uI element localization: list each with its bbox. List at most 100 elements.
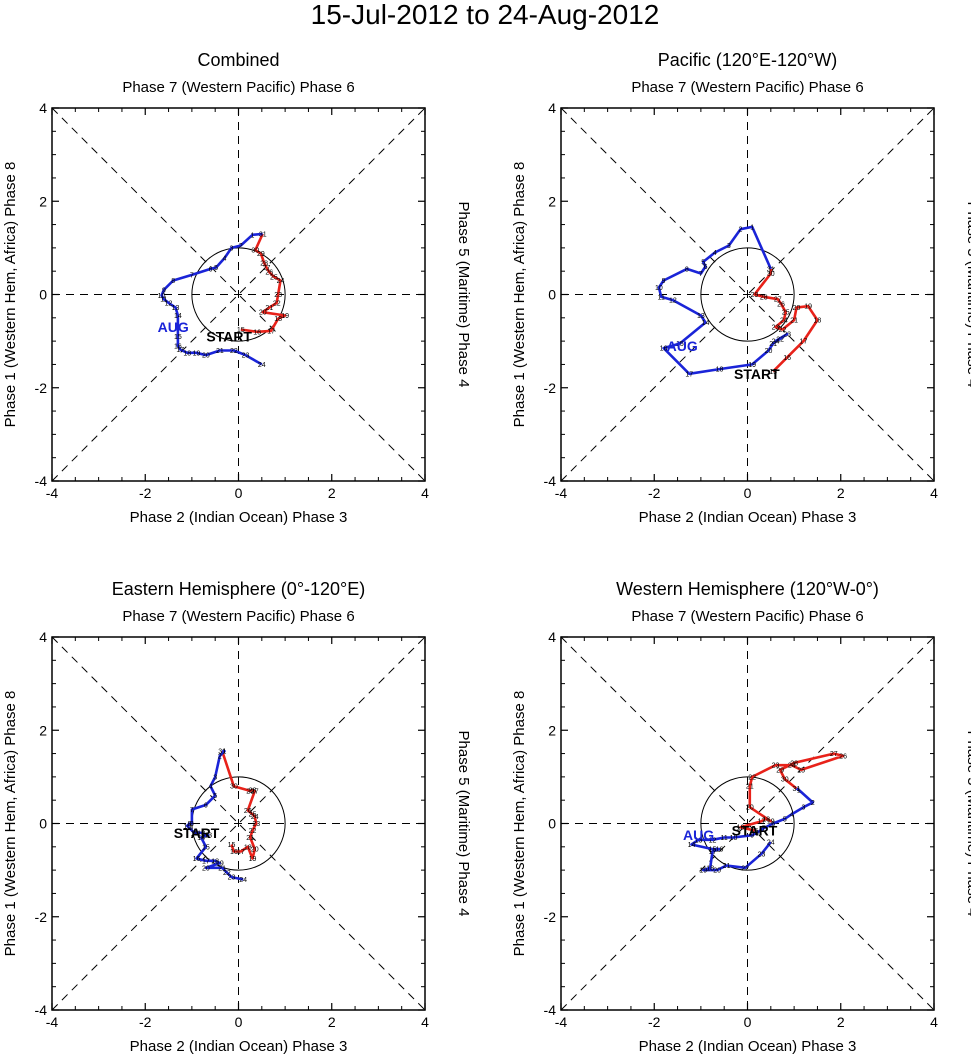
august-day-label: 7 [190,807,194,814]
unit-amplitude-circle [700,247,795,342]
august-day-label: 2 [239,243,243,250]
august-day-label: 3 [230,245,234,252]
x-tick-label: 4 [930,485,938,501]
august-day-label: 7 [190,272,194,279]
july-day-label: 27 [830,751,838,758]
panel-title: Eastern Hemisphere (0°-120°E) [112,579,366,599]
july-day-label: 25 [782,310,790,317]
august-day-label: 16 [193,856,201,863]
august-day-label: 9 [750,833,754,840]
august-day-label: 18 [211,858,219,865]
panel-title: Western Hemisphere (120°W-0°) [616,579,879,599]
august-day-label: 18 [716,367,724,374]
august-day-label: 23 [783,332,791,339]
x-tick-label: 2 [328,485,336,501]
july-day-label: 30 [781,777,789,784]
august-day-label: 19 [748,362,756,369]
july-day-label: 19 [249,856,257,863]
july-day-label: 16 [737,825,745,832]
july-trajectory-line [739,752,845,832]
y-tick-label: 4 [39,100,47,116]
august-day-label: 20 [202,865,210,872]
july-day-label: 31 [793,786,801,793]
y-tick-label: 4 [39,629,47,645]
august-day-label: 15 [676,341,684,348]
figure-title: 15-Jul-2012 to 24-Aug-2012 [311,0,660,30]
july-day-label: 15 [228,842,236,849]
july-day-label: 24 [251,814,259,821]
diagonal-guide [51,636,426,1011]
august-day-label: 20 [713,868,721,875]
july-day-label: 22 [273,300,281,307]
august-day-label: 21 [723,863,731,870]
july-day-label: 24 [788,763,796,770]
august-day-label: 3 [801,805,805,812]
y-tick-label: -4 [544,473,557,489]
august-day-label: 1 [251,232,255,239]
august-day-label: 24 [772,339,780,346]
august-day-label: 1 [223,749,227,756]
x-tick-label: 4 [421,1014,429,1030]
x-tick-label: -2 [648,485,661,501]
july-day-label: 29 [751,292,759,299]
start-marker-label: START [206,328,252,344]
top-phase-label: Phase 7 (Western Pacific) Phase 6 [631,79,863,96]
panel-title: Pacific (120°E-120°W) [658,50,837,70]
august-day-label: 15 [202,844,210,851]
august-day-label: 8 [190,821,194,828]
august-day-label: 4 [223,256,227,263]
august-day-label: 6 [771,821,775,828]
july-trajectory-line [240,233,287,334]
y-tick-label: 2 [548,722,556,738]
july-day-label: 18 [274,316,282,323]
august-day-label: 21 [218,865,226,872]
august-day-label: 9 [662,278,666,285]
august-day-label: 17 [176,347,184,354]
july-day-label: 17 [237,849,245,856]
july-day-label: 28 [260,260,268,267]
x-tick-label: 2 [837,1014,845,1030]
august-day-label: 23 [242,353,250,360]
x-tick-label: -2 [139,1014,152,1030]
august-day-label: 10 [158,293,166,300]
diagonal-guide [51,107,426,482]
august-day-label: 18 [706,865,714,872]
july-day-label: 19 [767,819,775,826]
august-day-label: 9 [188,821,192,828]
august-day-label: 23 [758,851,766,858]
july-day-label: 23 [274,292,282,299]
august-trajectory-line [657,225,789,376]
july-day-label: 28 [249,787,257,794]
july-day-label: 31 [218,749,226,756]
left-phase-label: Phase 1 (Western Hem, Africa) Phase 8 [2,162,19,428]
august-day-label: 20 [202,353,210,360]
july-day-label: 27 [251,788,259,795]
y-tick-label: 0 [39,287,47,303]
august-day-label: 1 [797,787,801,794]
august-day-label: 8 [755,830,759,837]
august-day-label: 18 [183,350,191,357]
unit-amplitude-circle [191,247,286,342]
phase-panel-4: Western Hemisphere (120°W-0°) Phase 7 (We… [511,579,971,1055]
diagonal-guide [560,636,935,1011]
august-day-label: 16 [660,346,668,353]
august-day-label: 10 [655,285,663,292]
top-phase-label: Phase 7 (Western Pacific) Phase 6 [122,79,354,96]
august-day-label: 13 [697,313,705,320]
y-tick-label: -2 [544,380,557,396]
august-day-label: 11 [160,297,167,304]
july-trajectory-line [753,268,819,373]
y-tick-label: 0 [548,816,556,832]
top-phase-label: Phase 7 (Western Pacific) Phase 6 [631,608,863,625]
y-tick-label: 4 [548,100,556,116]
aug-marker-label: AUG [158,319,189,335]
july-day-label: 25 [270,274,278,281]
y-tick-label: -4 [35,473,48,489]
august-day-label: 19 [216,861,224,868]
july-day-label: 23 [252,821,260,828]
august-day-label: 12 [669,298,677,305]
august-day-label: 6 [209,266,213,273]
august-day-label: 24 [767,840,775,847]
august-trajectory-line [160,232,263,366]
diagonal-guide [560,107,935,482]
